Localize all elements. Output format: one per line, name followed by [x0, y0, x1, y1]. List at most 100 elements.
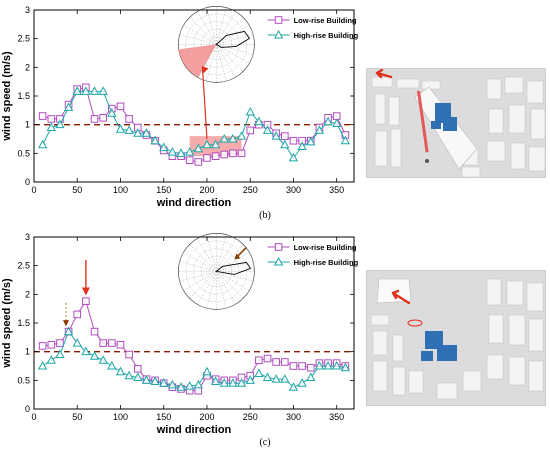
data-point-high-rise — [202, 366, 212, 376]
data-point-low-rise — [185, 156, 194, 165]
model-photo-b-image — [367, 69, 545, 177]
y-axis-label: wind speed (m/s) — [1, 278, 13, 369]
model-photo-b — [366, 68, 546, 178]
data-point-high-rise — [150, 376, 160, 385]
legend-label: High-rise Building — [294, 258, 359, 267]
y-tick-label: 0.5 — [17, 375, 30, 385]
y-tick-label: 2.5 — [17, 261, 30, 271]
data-point-low-rise — [289, 362, 298, 370]
data-point-high-rise — [98, 355, 108, 364]
x-tick-label: 300 — [286, 185, 301, 195]
data-point-high-rise — [38, 139, 48, 149]
y-axis-label: wind speed (m/s) — [1, 51, 13, 142]
legend-marker-square — [274, 16, 283, 24]
data-point-low-rise — [272, 358, 280, 366]
data-point-high-rise — [262, 125, 273, 134]
polar-rose-inset-spoke — [206, 234, 217, 272]
data-point-high-rise — [271, 374, 281, 383]
polar-rose-inset-spoke — [216, 238, 236, 272]
data-point-high-rise — [297, 378, 307, 387]
data-point-high-rise — [245, 107, 255, 116]
data-point-low-rise — [255, 356, 263, 365]
data-point-low-rise — [298, 362, 306, 370]
chart-panel-c: 0 0.5 1 1.5 2 2.5 3 0 50 100 150 200 250 300 350 wind d… — [1, 232, 359, 448]
data-point-low-rise — [306, 363, 315, 372]
data-point-high-rise — [236, 131, 247, 140]
data-point-high-rise — [236, 378, 247, 387]
legend-label: High-rise Building — [294, 31, 359, 40]
polar-rose-inset-spoke — [206, 44, 217, 82]
data-point-high-rise — [72, 338, 82, 347]
data-point-low-rise — [281, 358, 289, 366]
data-point-low-rise — [332, 112, 341, 120]
polar-rose-inset-spoke — [216, 261, 254, 272]
polar-rose-inset-spoke — [206, 7, 217, 45]
data-point-low-rise — [281, 132, 289, 140]
data-point-high-rise — [288, 152, 299, 162]
data-point-low-rise — [133, 365, 142, 373]
y-tick-label: 0.5 — [17, 148, 30, 158]
data-point-high-rise — [55, 349, 65, 359]
data-point-low-rise — [73, 310, 82, 319]
data-point-high-rise — [314, 125, 325, 134]
x-tick-label: 200 — [199, 185, 214, 195]
data-point-high-rise — [228, 133, 238, 143]
series-line-low-rise — [42, 300, 346, 392]
data-point-high-rise — [124, 125, 134, 134]
polar-highlight-sector — [178, 44, 217, 78]
peak-arrow-head — [81, 287, 90, 296]
panel-label: (c) — [259, 437, 270, 448]
data-point-high-rise — [280, 374, 290, 383]
data-point-high-rise — [46, 122, 56, 132]
data-point-high-rise — [185, 381, 195, 390]
polar-rose-inset-spoke — [216, 271, 244, 299]
polar-rose-inset-spoke — [216, 44, 244, 72]
polar-rose-inset-spoke — [216, 44, 254, 55]
polar-rose-inset-spoke — [197, 11, 217, 45]
data-point-low-rise — [125, 115, 133, 123]
polar-rose-inset-spoke — [216, 252, 250, 272]
y-tick-label: 0 — [25, 404, 30, 414]
x-tick-label: 0 — [31, 412, 36, 422]
chart-panel-b: 0 0.5 1 1.5 2 2.5 3 0 50 100 150 200 250 300 350 wind d… — [1, 5, 359, 221]
polar-rose-inset-spoke — [216, 25, 250, 45]
data-point-high-rise — [107, 360, 117, 370]
data-point-low-rise — [47, 115, 56, 123]
data-point-low-rise — [246, 126, 255, 135]
polar-rose-inset-spoke — [183, 271, 217, 291]
polar-rose-inset-spoke — [189, 271, 217, 299]
data-point-high-rise — [63, 102, 74, 111]
data-point-low-rise — [211, 152, 220, 160]
data-point-high-rise — [271, 131, 281, 140]
polar-rose-inset-spoke — [189, 17, 217, 45]
legend-marker-triangle — [273, 256, 284, 266]
data-point-high-rise — [314, 360, 325, 370]
data-point-low-rise — [56, 339, 64, 347]
y-tick-label: 1 — [25, 347, 30, 357]
data-point-high-rise — [38, 360, 48, 370]
polar-rose-inset-spoke — [183, 25, 217, 45]
legend-marker-triangle — [273, 29, 284, 39]
data-point-high-rise — [280, 139, 290, 149]
data-point-low-rise — [125, 350, 133, 359]
data-point-high-rise — [167, 147, 178, 156]
data-point-low-rise — [38, 112, 47, 120]
data-point-low-rise — [99, 339, 107, 347]
data-point-high-rise — [159, 378, 169, 387]
data-point-high-rise — [245, 375, 255, 384]
data-point-low-rise — [38, 342, 47, 350]
data-point-high-rise — [185, 147, 195, 156]
data-point-low-rise — [203, 154, 211, 162]
x-tick-label: 200 — [199, 412, 214, 422]
polar-rose-inset-spoke — [179, 34, 217, 45]
data-point-low-rise — [263, 354, 272, 363]
data-point-high-rise — [115, 366, 126, 376]
data-point-low-rise — [194, 158, 203, 166]
data-point-high-rise — [228, 378, 238, 387]
secondary-arrow-head — [63, 320, 69, 327]
data-point-high-rise — [176, 382, 186, 391]
y-tick-label: 1 — [25, 120, 30, 130]
data-point-high-rise — [340, 135, 350, 145]
data-point-high-rise — [98, 86, 108, 95]
polar-rose-inset-spoke — [216, 244, 244, 272]
